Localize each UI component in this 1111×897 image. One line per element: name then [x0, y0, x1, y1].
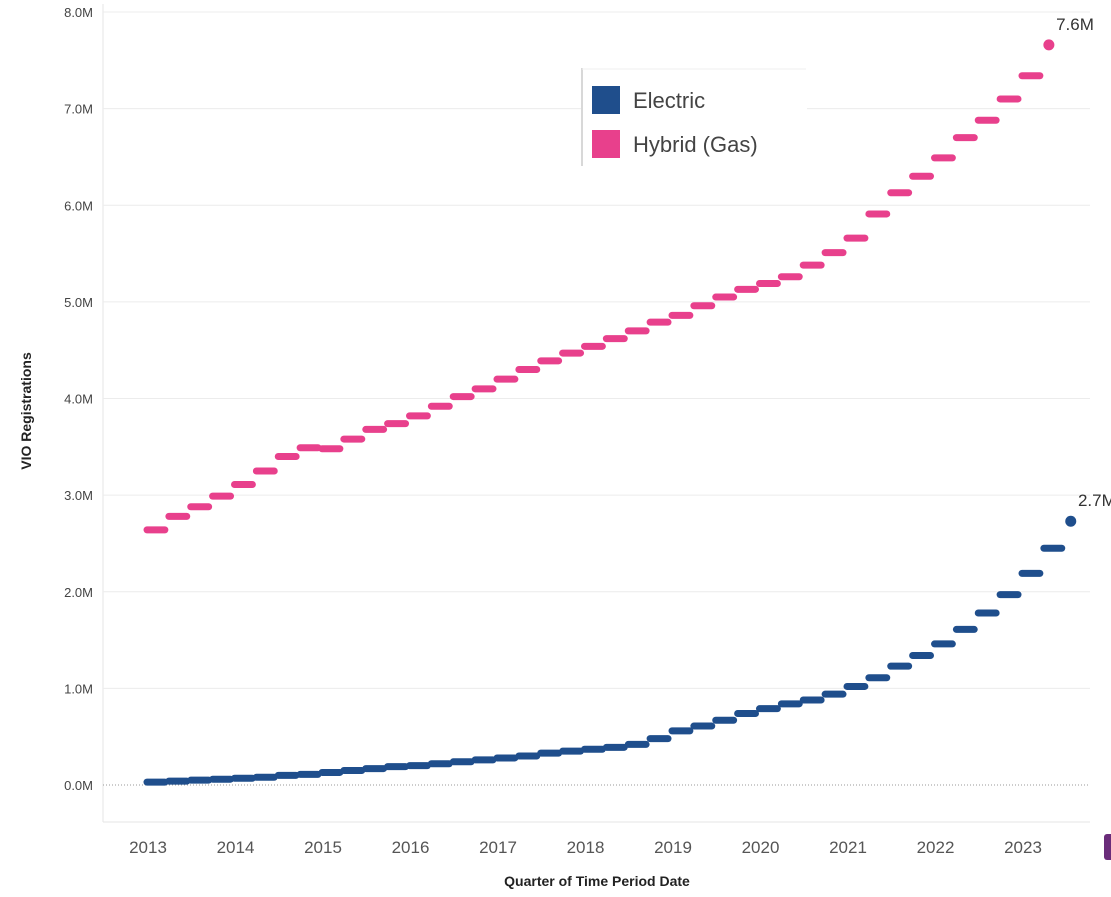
y-tick-label: 0.0M [64, 778, 93, 793]
y-tick-label: 5.0M [64, 295, 93, 310]
last-data-point [1065, 515, 1077, 527]
y-tick-label: 8.0M [64, 5, 93, 20]
end-value-label: 2.7M [1078, 491, 1111, 510]
last-data-point [1043, 39, 1055, 51]
axis-layer: 0.0M 1.0M 2.0M 3.0M 4.0M 5.0M 6.0M 7.0M 8.0M 2013… [18, 5, 1042, 889]
x-tick-label: 2015 [304, 838, 342, 857]
y-tick-label: 4.0M [64, 392, 93, 407]
legend[interactable]: Electric Hybrid (Gas) [581, 68, 807, 166]
legend-swatch [592, 86, 620, 114]
x-tick-label: 2023 [1004, 838, 1042, 857]
y-tick-label: 1.0M [64, 681, 93, 696]
end-value-label: 7.6M [1056, 15, 1094, 34]
x-axis-title: Quarter of Time Period Date [504, 873, 690, 889]
legend-label: Hybrid (Gas) [633, 132, 758, 157]
scroll-handle[interactable] [1104, 834, 1111, 860]
y-tick-label: 7.0M [64, 102, 93, 117]
x-tick-label: 2019 [654, 838, 692, 857]
y-tick-label: 6.0M [64, 198, 93, 213]
x-tick-label: 2022 [917, 838, 955, 857]
x-tick-label: 2013 [129, 838, 167, 857]
grid-layer [102, 4, 1090, 823]
x-tick-label: 2017 [479, 838, 517, 857]
x-tick-label: 2018 [567, 838, 605, 857]
legend-swatch [592, 130, 620, 158]
y-axis-title: VIO Registrations [18, 352, 34, 470]
y-tick-label: 3.0M [64, 488, 93, 503]
x-tick-label: 2016 [392, 838, 430, 857]
y-tick-label: 2.0M [64, 585, 93, 600]
x-tick-label: 2021 [829, 838, 867, 857]
x-tick-label: 2014 [217, 838, 255, 857]
series-layer: 2.7M 7.6M [143, 15, 1111, 786]
x-tick-label: 2020 [742, 838, 780, 857]
legend-label: Electric [633, 88, 705, 113]
